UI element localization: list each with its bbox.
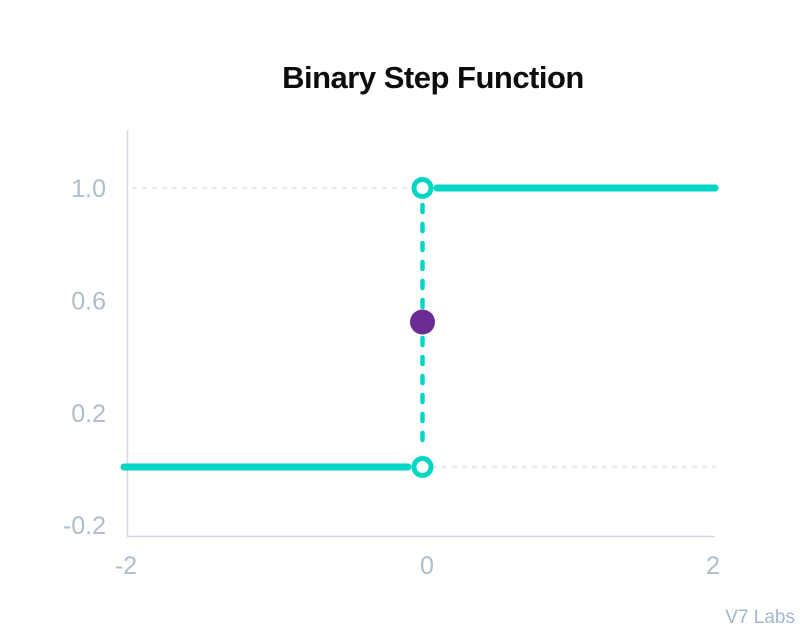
v7-labs-watermark: V7 Labs [725,607,795,628]
x-tick-label: 0 [420,552,434,580]
y-tick-label: 1.0 [71,175,106,203]
y-tick-label: -0.2 [63,512,106,540]
y-tick-label: 0.2 [71,400,106,428]
x-tick-label: 2 [706,552,720,580]
midpoint-marker [410,309,435,335]
open-point-low [411,456,434,478]
y-tick-label: 0.6 [71,288,106,316]
x-tick-label: -2 [115,552,137,580]
chart-title: Binary Step Function [282,60,584,95]
open-point-high [411,177,434,199]
